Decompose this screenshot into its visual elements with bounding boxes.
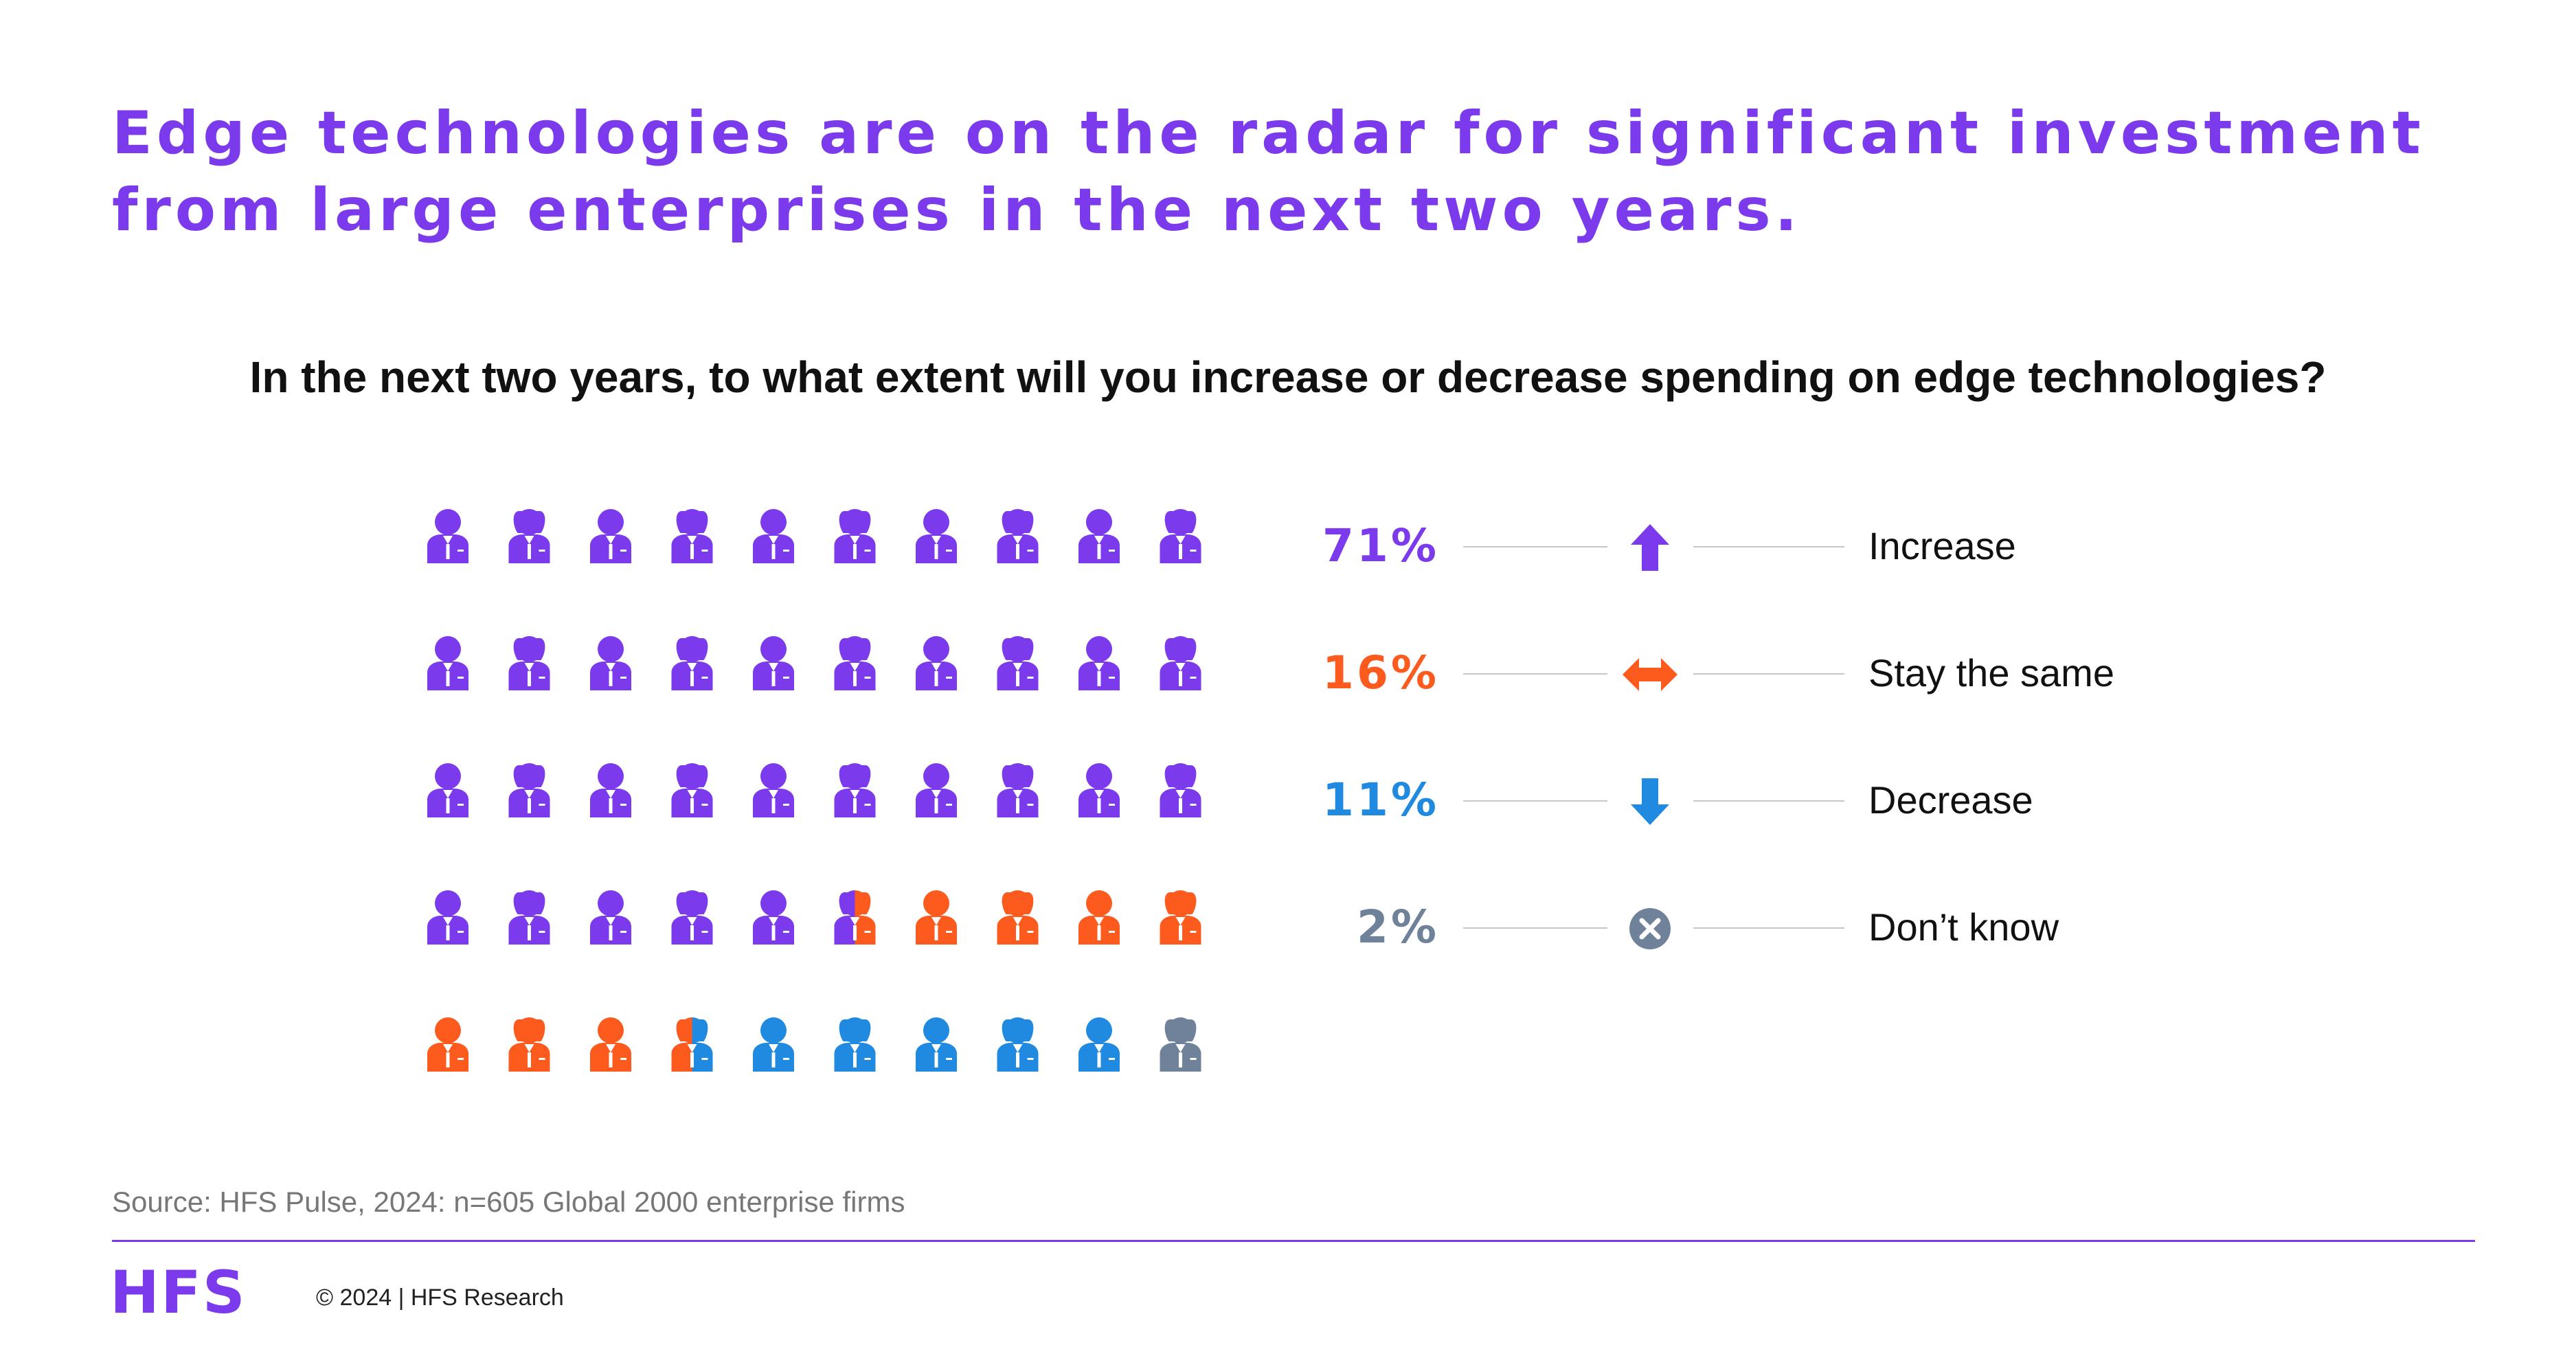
person-icon	[1078, 636, 1120, 690]
connector-line	[1463, 927, 1607, 929]
legend-row: 11% Decrease	[1298, 759, 2260, 841]
person-icon	[508, 509, 550, 563]
data-label: 2%	[1356, 901, 1439, 953]
person-icon	[427, 763, 468, 817]
data-label: 16%	[1322, 646, 1439, 699]
legend-row: 2% Don’t know	[1298, 886, 2260, 969]
person-icon	[1160, 890, 1201, 945]
person-icon	[997, 636, 1039, 690]
person-icon	[834, 763, 876, 817]
person-icon	[834, 509, 876, 563]
legend-row: 16% Stay the same	[1298, 632, 2260, 714]
person-icon	[508, 890, 550, 945]
person-icon	[834, 636, 876, 690]
person-icon	[671, 636, 713, 690]
person-icon	[1160, 636, 1201, 690]
person-icon	[427, 636, 468, 690]
person-icon	[427, 1017, 468, 1072]
person-icon	[590, 763, 631, 817]
person-icon	[753, 763, 794, 817]
person-icon	[508, 763, 550, 817]
person-icon	[508, 636, 550, 690]
person-icon	[1078, 763, 1120, 817]
connector-line	[1463, 673, 1607, 675]
person-icon	[1078, 890, 1120, 945]
chart-question: In the next two years, to what extent wi…	[249, 352, 2327, 402]
person-icon	[590, 890, 631, 945]
x-circle-icon	[1629, 908, 1671, 949]
legend-label: Decrease	[1868, 778, 2033, 822]
person-icon	[834, 890, 876, 945]
person-icon	[590, 636, 631, 690]
person-icon	[1160, 1017, 1201, 1072]
person-icon	[916, 636, 957, 690]
person-icon	[427, 509, 468, 563]
arrow-down-icon	[1631, 778, 1669, 825]
connector-line	[1463, 546, 1607, 547]
legend-label: Don’t know	[1868, 905, 2059, 949]
person-icon	[1078, 1017, 1120, 1072]
person-icon	[1078, 509, 1120, 563]
person-icon	[671, 1017, 713, 1072]
person-icon	[508, 1017, 550, 1072]
data-label: 71%	[1322, 519, 1439, 572]
data-label: 11%	[1322, 773, 1439, 826]
source-note: Source: HFS Pulse, 2024: n=605 Global 20…	[112, 1186, 905, 1218]
person-icon	[753, 1017, 794, 1072]
person-icon	[671, 509, 713, 563]
footer-divider	[112, 1240, 2475, 1242]
hfs-logo: HFS	[110, 1258, 247, 1327]
person-icon	[1160, 763, 1201, 817]
pictogram-grid	[427, 509, 1201, 1072]
person-icon	[997, 1017, 1039, 1072]
person-icon	[427, 890, 468, 945]
person-icon	[916, 1017, 957, 1072]
person-icon	[590, 509, 631, 563]
person-icon	[997, 509, 1039, 563]
person-icon	[997, 763, 1039, 817]
double-arrow-icon	[1623, 658, 1677, 691]
legend-row: 71% Increase	[1298, 505, 2260, 587]
person-icon	[590, 1017, 631, 1072]
person-icon	[753, 890, 794, 945]
legend-label: Increase	[1868, 524, 2016, 567]
person-icon	[671, 763, 713, 817]
connector-line	[1693, 673, 1844, 675]
person-icon	[671, 890, 713, 945]
person-icon	[753, 636, 794, 690]
person-icon	[916, 509, 957, 563]
person-icon	[916, 763, 957, 817]
connector-line	[1693, 927, 1844, 929]
person-icon	[834, 1017, 876, 1072]
person-icon	[1160, 509, 1201, 563]
arrow-up-icon	[1631, 524, 1669, 571]
person-icon	[916, 890, 957, 945]
person-icon	[997, 890, 1039, 945]
connector-line	[1463, 800, 1607, 802]
connector-line	[1693, 546, 1844, 547]
legend-label: Stay the same	[1868, 651, 2114, 694]
headline: Edge technologies are on the radar for s…	[112, 99, 2425, 245]
copyright: © 2024 | HFS Research	[316, 1285, 564, 1311]
person-icon	[753, 509, 794, 563]
connector-line	[1693, 800, 1844, 802]
